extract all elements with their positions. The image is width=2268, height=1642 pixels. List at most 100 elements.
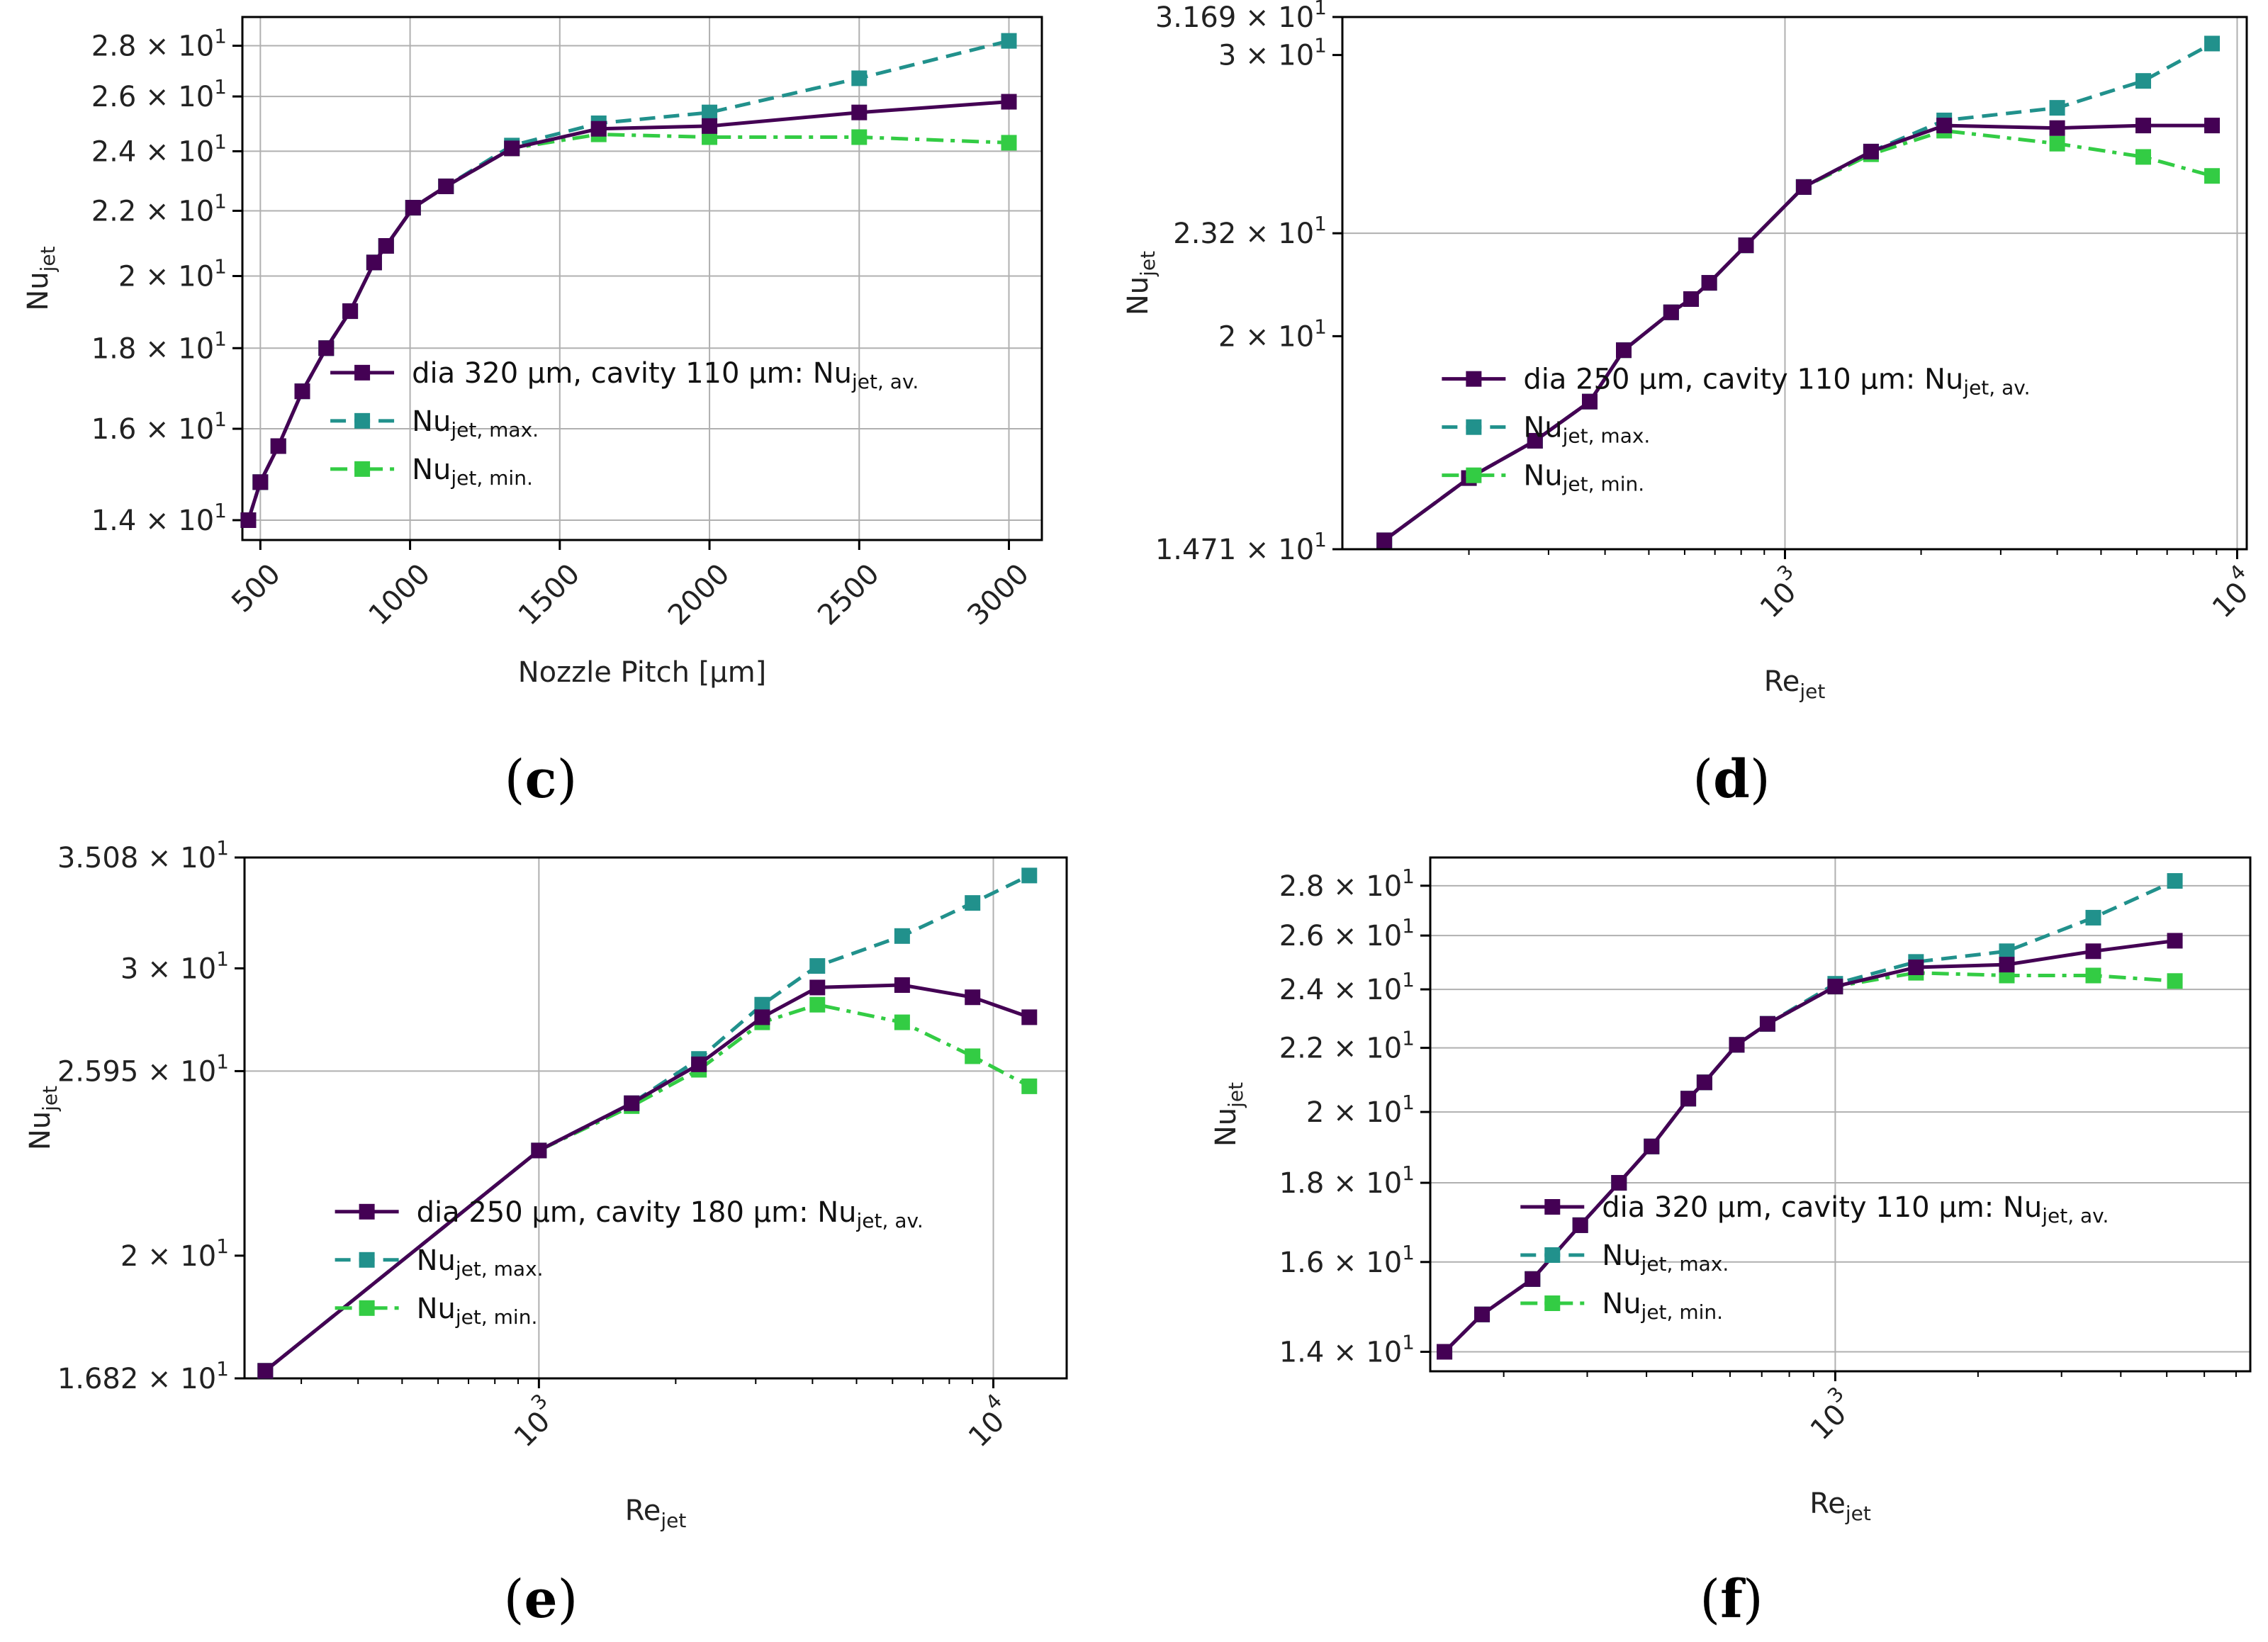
y-tick-label: 2.8 × 101	[1279, 865, 1415, 903]
data-point	[851, 129, 868, 145]
data-point	[2204, 168, 2221, 184]
data-point	[702, 104, 718, 120]
series-line	[247, 39, 1010, 521]
data-point	[2135, 149, 2152, 165]
data-point	[2049, 120, 2065, 136]
legend-entry: Nujet, max.	[1602, 1239, 1729, 1276]
y-tick-label: 2.6 × 101	[91, 75, 227, 113]
data-point	[1021, 1009, 1038, 1025]
data-point	[1581, 393, 1598, 410]
legend-marker	[1466, 467, 1482, 483]
y-tick-label: 2 × 101	[1218, 315, 1327, 353]
panel-label-f: (f)	[1700, 1569, 1763, 1630]
data-point	[624, 1095, 640, 1111]
data-point	[851, 70, 868, 86]
legend-marker	[354, 364, 371, 381]
y-tick-label: 1.471 × 101	[1155, 528, 1327, 566]
legend-entry: Nujet, max.	[417, 1244, 544, 1281]
data-point	[1729, 1037, 1745, 1053]
x-axis-label: Rejet	[1764, 665, 1826, 703]
grid	[1342, 17, 2247, 549]
y-tick-label: 2.6 × 101	[1279, 914, 1415, 952]
series-av	[240, 94, 1017, 529]
x-tick-label: 104	[955, 1389, 1020, 1453]
data-point	[366, 254, 382, 271]
data-point	[240, 512, 257, 529]
data-point	[2085, 909, 2101, 926]
x-tick-label: 103	[1747, 560, 1812, 624]
series-av	[257, 977, 1038, 1379]
data-point	[2167, 933, 2183, 949]
data-point	[1021, 1078, 1038, 1094]
legend-entry: Nujet, max.	[1523, 412, 1650, 448]
legend-marker	[359, 1203, 375, 1220]
series-line	[1443, 939, 2175, 1354]
y-tick-label: 2.2 × 101	[91, 189, 227, 227]
data-point	[270, 438, 286, 454]
data-point	[1738, 237, 1754, 254]
data-point	[318, 340, 335, 356]
legend-marker	[1544, 1199, 1561, 1215]
legend-entry: dia 250 µm, cavity 110 µm: Nujet, av.	[1523, 364, 2030, 400]
data-point	[1644, 1138, 1660, 1154]
series-line	[1443, 879, 2176, 1354]
legend-marker	[359, 1252, 375, 1268]
data-point	[294, 383, 310, 400]
data-point	[2085, 943, 2101, 960]
series-av	[1376, 118, 2221, 549]
data-point	[691, 1056, 707, 1072]
y-tick-label: 2.2 × 101	[1279, 1027, 1415, 1065]
axes-frame	[241, 16, 1043, 541]
data-point	[257, 1363, 274, 1379]
y-tick-label: 2 × 101	[120, 1235, 229, 1273]
data-point	[809, 979, 826, 996]
data-point	[2204, 118, 2221, 134]
data-point	[1795, 179, 1812, 195]
y-tick-label: 2 × 101	[1306, 1091, 1415, 1129]
data-point	[965, 989, 981, 1006]
legend-entry: dia 250 µm, cavity 180 µm: Nujet, av.	[417, 1196, 924, 1232]
panel-label-d: (d)	[1692, 749, 1770, 810]
data-point	[1527, 432, 1543, 449]
data-point	[809, 996, 826, 1013]
data-point	[1572, 1217, 1588, 1233]
y-tick-label: 2.4 × 101	[91, 130, 227, 168]
y-tick-label: 3.169 × 101	[1155, 0, 1327, 34]
chart-panel-f: 103 1.4 × 101 1.6 × 101 1.8 × 101 2 × 101 2.2…	[1210, 856, 2252, 1525]
data-point	[1908, 959, 1924, 975]
legend-marker	[354, 412, 371, 429]
legend: dia 320 µm, cavity 110 µm: Nujet, av. Nuj…	[330, 357, 919, 490]
x-axis-label: Rejet	[625, 1495, 687, 1532]
series-max	[1437, 873, 2183, 1360]
chart-panel-d: 103 104 1.471 × 101 2 × 101 2.32 × 101 3 × 10…	[1122, 0, 2255, 703]
legend-marker	[354, 461, 371, 477]
data-point	[2049, 135, 2065, 152]
data-point	[702, 118, 718, 134]
series-line	[1383, 42, 2213, 542]
data-point	[809, 958, 826, 974]
legend-entry: Nujet, max.	[412, 405, 539, 442]
legend-entry: Nujet, min.	[417, 1293, 538, 1329]
x-tick-label: 3000	[961, 558, 1035, 632]
data-point	[504, 140, 520, 157]
y-axis-label: Nujet	[24, 1086, 62, 1150]
y-axis-label: Nujet	[1210, 1082, 1247, 1147]
x-tick-label: 1000	[363, 558, 437, 632]
data-point	[1001, 94, 1017, 110]
data-point	[1474, 1306, 1491, 1322]
data-point	[894, 928, 910, 944]
data-point	[1701, 275, 1717, 291]
data-point	[1021, 867, 1038, 884]
legend-entry: Nujet, min.	[412, 454, 533, 490]
series-line	[247, 100, 1009, 521]
data-point	[1001, 135, 1017, 151]
legend-entry: dia 320 µm, cavity 110 µm: Nujet, av.	[412, 357, 919, 393]
data-point	[1663, 304, 1679, 320]
y-tick-label: 2.595 × 101	[57, 1050, 229, 1088]
data-point	[965, 1048, 981, 1064]
data-point	[1525, 1271, 1541, 1287]
data-point	[2085, 967, 2101, 984]
data-point	[1611, 1175, 1627, 1191]
y-axis-label: Nujet	[22, 246, 60, 310]
